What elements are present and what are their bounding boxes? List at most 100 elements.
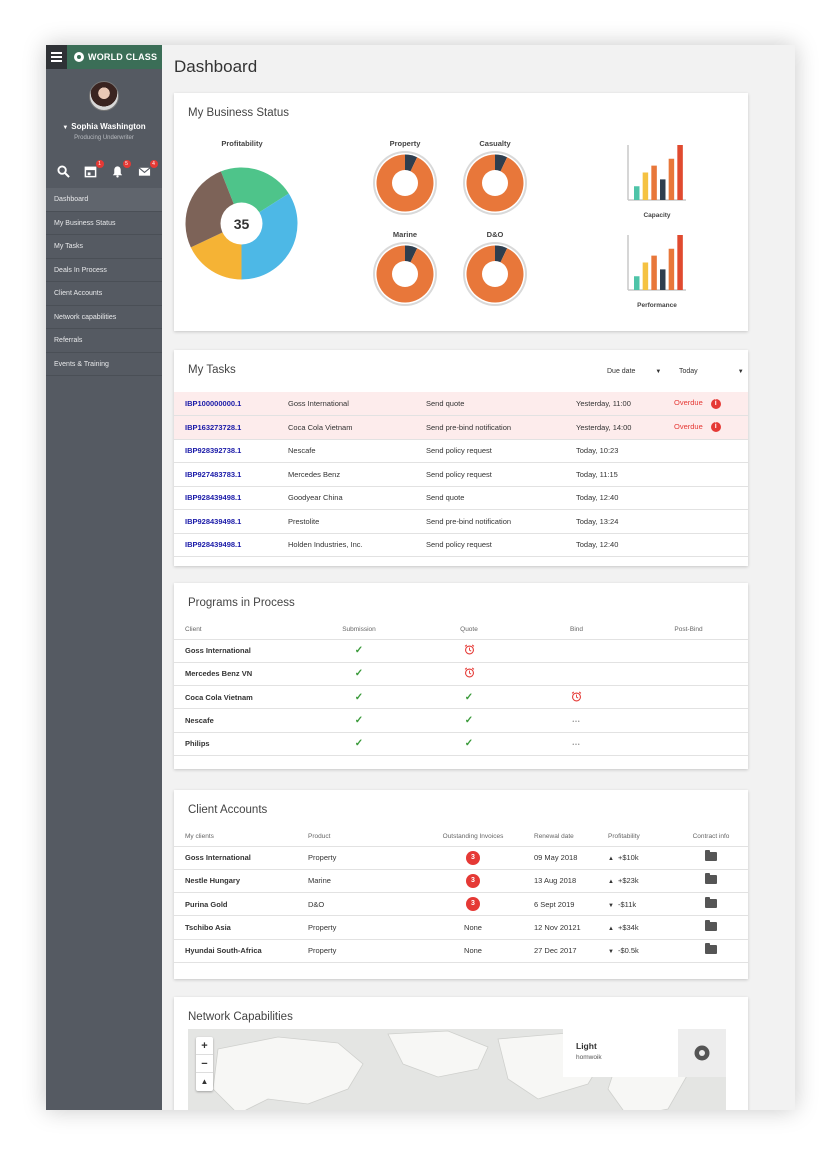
compass-icon[interactable]: ▲ (200, 1077, 209, 1086)
invoice-count[interactable]: 3 (466, 850, 480, 865)
program-row[interactable]: Mercedes Benz VN ✓ (174, 662, 748, 687)
task-row[interactable]: IBP163273728.1 Coca Cola Vietnam Send pre-… (174, 415, 748, 440)
map-style-button[interactable] (678, 1029, 726, 1077)
arrow-up-icon: ▲ (608, 926, 614, 933)
brand[interactable]: WORLD CLASS (67, 45, 162, 69)
folder-icon[interactable] (705, 920, 717, 932)
sidebar: WORLD CLASS ▼ Sophia Washington Producing… (46, 45, 162, 1110)
client-row[interactable]: Nestle Hungary Marine 3 13 Aug 2018 ▲ +$23k (174, 869, 748, 894)
quote-status: ✓ (414, 685, 524, 710)
world-map[interactable]: + − ▲ Light homwoik (188, 1029, 726, 1110)
zoom-controls: + − ▲ (196, 1037, 213, 1091)
task-status-cell (674, 533, 748, 557)
profit-value: +$23k (617, 876, 639, 886)
profitability-pie[interactable]: 35 (185, 167, 298, 280)
folder-icon[interactable] (705, 873, 717, 885)
business-status-title: My Business Status (188, 107, 289, 119)
zoom-in-button[interactable]: + (196, 1037, 213, 1055)
program-client: Coca Cola Vietnam (174, 685, 304, 710)
client-row[interactable]: Hyundai South-Africa Property None 27 Dec 2… (174, 939, 748, 963)
folder-icon[interactable] (705, 850, 717, 862)
calendar-icon[interactable]: 1 (83, 160, 104, 179)
tasks-table: IBP100000000.1 Goss International Send quo… (174, 392, 748, 557)
client-row[interactable]: Purina Gold D&O 3 6 Sept 2019 ▼ -$11k (174, 892, 748, 917)
task-id[interactable]: IBP100000000.1 (174, 392, 288, 416)
quote-status: ✓ (414, 732, 524, 756)
more-icon[interactable]: ••• (572, 719, 581, 726)
sidebar-item-network[interactable]: Network capabilities (46, 306, 162, 329)
sort-dropdown[interactable]: Due date ▼ (607, 368, 661, 375)
donut-do[interactable] (462, 241, 528, 307)
capacity-label: Capacity (643, 212, 671, 219)
task-id[interactable]: IBP928439498.1 (174, 509, 288, 534)
avatar[interactable] (89, 81, 119, 111)
col-bind: Bind (524, 621, 629, 640)
task-row[interactable]: IBP928439498.1 Goodyear China Send quote To… (174, 486, 748, 510)
submission-status: ✓ (304, 685, 414, 710)
search-icon[interactable] (56, 163, 72, 179)
task-action: Send quote (426, 486, 576, 510)
client-row[interactable]: Goss International Property 3 09 May 2018 ▲ +… (174, 846, 748, 870)
sidebar-item-events[interactable]: Events & Training (46, 353, 162, 376)
menu-icon[interactable] (46, 45, 67, 69)
task-row[interactable]: IBP100000000.1 Goss International Send quo… (174, 392, 748, 416)
task-id[interactable]: IBP928439498.1 (174, 486, 288, 510)
program-client: Philips (174, 732, 304, 756)
task-id[interactable]: IBP928392738.1 (174, 439, 288, 463)
donut-property[interactable] (372, 150, 438, 216)
task-client: Prestolite (288, 509, 426, 534)
folder-icon[interactable] (705, 896, 717, 908)
sidebar-item-client-accounts[interactable]: Client Accounts (46, 282, 162, 306)
task-id[interactable]: IBP163273728.1 (174, 415, 288, 440)
user-name-toggle[interactable]: ▼ Sophia Washington (46, 122, 162, 131)
sidebar-item-deals[interactable]: Deals In Process (46, 259, 162, 282)
client-row[interactable]: Tschibo Asia Property None 12 Nov 20121 ▲ +$3… (174, 915, 748, 940)
caret-down-icon: ▼ (737, 369, 744, 375)
program-row[interactable]: Goss International ✓ (174, 639, 748, 663)
bell-icon[interactable]: 5 (110, 160, 131, 179)
alarm-clock-icon[interactable] (571, 691, 582, 704)
task-row[interactable]: IBP928439498.1 Prestolite Send pre-bind no… (174, 509, 748, 534)
post-bind-status (629, 639, 748, 663)
sidebar-item-referrals[interactable]: Referrals (46, 329, 162, 353)
mail-icon[interactable]: 4 (137, 160, 158, 179)
more-icon[interactable]: ••• (572, 742, 581, 749)
brand-logo-icon (74, 52, 84, 62)
donut-label-marine: Marine (392, 230, 418, 239)
invoice-cell: 3 (412, 892, 534, 917)
col-invoices: Outstanding Invoices (412, 828, 534, 847)
bind-status: ••• (524, 732, 629, 756)
alarm-clock-icon[interactable] (464, 644, 475, 657)
sidebar-item-my-tasks[interactable]: My Tasks (46, 235, 162, 259)
task-row[interactable]: IBP928439498.1 Holden Industries, Inc. Sen… (174, 533, 748, 557)
donut-marine[interactable] (372, 241, 438, 307)
alarm-clock-icon[interactable] (464, 667, 475, 680)
bind-status (524, 639, 629, 663)
performance-chart[interactable] (626, 233, 688, 293)
folder-icon[interactable] (705, 943, 717, 955)
task-client: Goss International (288, 392, 426, 416)
bar-2 (651, 255, 657, 290)
invoice-count[interactable]: 3 (466, 873, 480, 888)
program-row[interactable]: Nescafe ✓ ✓ ••• (174, 708, 748, 733)
sidebar-item-dashboard[interactable]: Dashboard (46, 188, 162, 212)
renewal-date: 6 Sept 2019 (534, 892, 608, 917)
filter-dropdown[interactable]: Today ▼ (679, 368, 744, 375)
task-id[interactable]: IBP927483783.1 (174, 462, 288, 487)
program-row[interactable]: Philips ✓ ✓ ••• (174, 732, 748, 756)
task-id[interactable]: IBP928439498.1 (174, 533, 288, 557)
task-row[interactable]: IBP927483783.1 Mercedes Benz Send policy r… (174, 462, 748, 487)
capacity-chart[interactable] (626, 143, 688, 203)
alert-icon[interactable]: i (710, 398, 721, 409)
program-row[interactable]: Coca Cola Vietnam ✓ ✓ (174, 685, 748, 710)
col-quote: Quote (414, 621, 524, 640)
invoice-count[interactable]: 3 (466, 897, 480, 912)
clients-table: My clients Product Outstanding Invoices … (174, 828, 748, 963)
alert-icon[interactable]: i (710, 422, 721, 433)
sidebar-item-business-status[interactable]: My Business Status (46, 212, 162, 235)
zoom-out-button[interactable]: − (196, 1055, 213, 1073)
task-action: Send pre-bind notification (426, 509, 576, 534)
task-row[interactable]: IBP928392738.1 Nescafe Send policy request… (174, 439, 748, 463)
donut-casualty[interactable] (462, 150, 528, 216)
task-due: Today, 12:40 (576, 533, 674, 557)
